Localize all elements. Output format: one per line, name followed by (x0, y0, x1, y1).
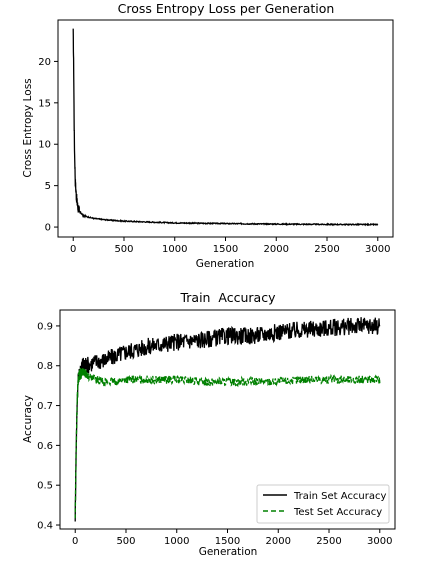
accuracy-legend: Train Set Accuracy Test Set Accuracy (256, 484, 390, 524)
accuracy-series-line-1 (74, 367, 381, 519)
accuracy-ytick-label: 0.8 (37, 361, 53, 372)
loss-chart-frame (57, 19, 394, 238)
accuracy-series-line-0 (74, 317, 381, 522)
legend-box (256, 484, 390, 524)
accuracy-ytick-label: 0.6 (37, 441, 53, 452)
loss-xtick-label: 1000 (162, 244, 187, 255)
accuracy-ytick-label: 0.7 (37, 401, 53, 412)
loss-chart-ticks: 0 500 1000 1500 2000 2500 3000 0 5 10 15 20 (38, 57, 390, 255)
accuracy-xtick-label: 500 (116, 536, 135, 547)
loss-xtick-label: 0 (70, 244, 76, 255)
accuracy-ytick-label: 0.4 (37, 521, 53, 532)
accuracy-xtick-label: 2000 (266, 536, 291, 547)
loss-ytick-label: 15 (38, 98, 51, 109)
loss-ytick-label: 10 (38, 140, 51, 151)
accuracy-chart-frame (59, 309, 396, 530)
accuracy-chart-xlabel: Generation (199, 546, 258, 558)
loss-chart-lines (72, 28, 379, 227)
accuracy-xtick-label: 1500 (215, 536, 240, 547)
accuracy-chart-ticks: 0 500 1000 1500 2000 2500 3000 0.4 0.5 0.6 0.7 0.8 0… (37, 321, 392, 547)
legend-test-label: Test Set Accuracy (293, 507, 382, 518)
accuracy-ytick-label: 0.5 (37, 481, 53, 492)
accuracy-chart-title: Train Accuracy (179, 290, 276, 305)
loss-ytick-label: 5 (45, 181, 51, 192)
loss-chart-title: Cross Entropy Loss per Generation (118, 1, 335, 16)
loss-xtick-label: 1500 (213, 244, 238, 255)
loss-xtick-label: 3000 (365, 244, 390, 255)
loss-ytick-label: 0 (45, 223, 51, 234)
loss-series-line-0 (72, 28, 379, 227)
accuracy-xtick-label: 1000 (164, 536, 189, 547)
loss-xtick-label: 500 (114, 244, 133, 255)
accuracy-chart-lines (74, 317, 381, 522)
legend-train-label: Train Set Accuracy (293, 491, 387, 502)
loss-xtick-label: 2000 (264, 244, 289, 255)
loss-xtick-label: 2500 (314, 244, 339, 255)
accuracy-ytick-label: 0.9 (37, 321, 53, 332)
loss-ytick-label: 20 (38, 57, 51, 68)
loss-chart: Cross Entropy Loss per Generation 0 500 10… (22, 1, 394, 270)
loss-chart-xlabel: Generation (196, 258, 255, 270)
loss-chart-ylabel: Cross Entropy Loss (22, 78, 34, 177)
accuracy-xtick-label: 3000 (367, 536, 392, 547)
accuracy-chart-ylabel: Accuracy (22, 395, 34, 443)
accuracy-xtick-label: 0 (72, 536, 78, 547)
accuracy-chart: Train Accuracy 0 500 1000 1500 2000 2500 30000… (22, 290, 396, 558)
accuracy-xtick-label: 2500 (316, 536, 341, 547)
